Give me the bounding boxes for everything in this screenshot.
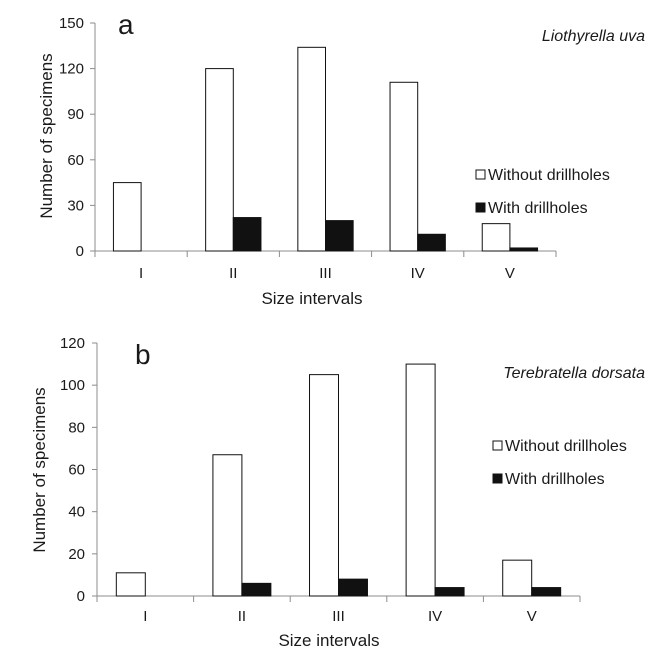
bar-with-drillholes	[531, 587, 562, 597]
legend-swatch-with-drillholes	[492, 473, 503, 484]
bar-with-drillholes	[509, 247, 539, 252]
bar-without-drillholes	[112, 182, 142, 252]
panel-letter: a	[118, 9, 134, 40]
y-axis-title: Number of specimens	[30, 387, 49, 552]
legend-label-with-drillholes: With drillholes	[488, 200, 588, 217]
y-tick-label: 80	[68, 419, 85, 436]
y-tick-label: 30	[67, 197, 84, 214]
panel-letter: b	[135, 339, 151, 370]
y-tick-label: 0	[76, 243, 84, 260]
bar-with-drillholes	[325, 220, 354, 252]
legend-swatch-without-drillholes	[492, 440, 503, 451]
bar-without-drillholes	[389, 81, 419, 252]
bar-without-drillholes	[205, 68, 234, 252]
legend-swatch-without-drillholes	[475, 169, 486, 180]
legend: Without drillholes With drillholes	[475, 167, 610, 217]
bar-without-drillholes	[115, 572, 146, 597]
legend-label-without-drillholes: Without drillholes	[488, 167, 610, 184]
y-tick-label: 0	[77, 588, 85, 605]
bar-without-drillholes	[481, 223, 511, 252]
y-tick-label: 20	[68, 546, 85, 563]
legend-label-without-drillholes: Without drillholes	[505, 438, 627, 455]
species-name: Terebratella dorsata	[503, 365, 645, 382]
species-name: Liothyrella uva	[542, 28, 645, 45]
bar-without-drillholes	[502, 559, 533, 597]
x-tick-label: III	[319, 265, 332, 282]
y-tick-label: 120	[59, 61, 84, 78]
y-tick-label: 40	[68, 504, 85, 521]
x-tick-label: IV	[411, 265, 425, 282]
panel-b: b Terebratella dorsata Size intervals Nu…	[30, 335, 645, 650]
panel-a: a Liothyrella uva Size intervals Number …	[37, 9, 645, 308]
bar-with-drillholes	[338, 578, 368, 597]
y-tick-label: 150	[59, 15, 84, 32]
y-tick-label: 120	[60, 335, 85, 352]
legend-swatch-with-drillholes	[475, 202, 486, 213]
x-tick-label: II	[229, 265, 237, 282]
legend-label-with-drillholes: With drillholes	[505, 471, 605, 488]
x-tick-label: I	[143, 608, 147, 625]
y-axis-title: Number of specimens	[37, 53, 56, 218]
bar-without-drillholes	[297, 46, 326, 252]
bar-without-drillholes	[212, 454, 243, 597]
x-tick-label: II	[238, 608, 246, 625]
bar-without-drillholes	[405, 363, 436, 597]
bar-without-drillholes	[309, 374, 339, 597]
x-axis-title: Size intervals	[261, 289, 362, 308]
bar-with-drillholes	[434, 587, 465, 597]
x-tick-label: IV	[428, 608, 442, 625]
y-tick-label: 60	[68, 462, 85, 479]
x-tick-label: I	[139, 265, 143, 282]
bar-with-drillholes	[417, 233, 446, 252]
x-tick-label: III	[332, 608, 345, 625]
x-axis-title: Size intervals	[278, 631, 379, 650]
bar-with-drillholes	[232, 217, 262, 252]
x-tick-label: V	[527, 608, 537, 625]
y-tick-label: 60	[67, 152, 84, 169]
y-tick-label: 100	[60, 377, 85, 394]
x-tick-label: V	[505, 265, 515, 282]
y-tick-label: 90	[67, 106, 84, 123]
bar-with-drillholes	[241, 582, 272, 597]
legend: Without drillholes With drillholes	[492, 438, 627, 488]
